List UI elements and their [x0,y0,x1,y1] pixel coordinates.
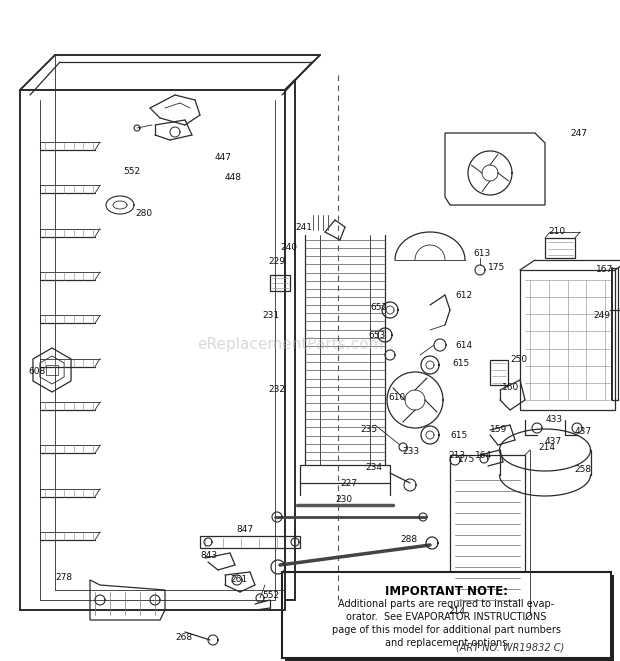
Text: 608: 608 [28,368,45,377]
Text: 615: 615 [450,430,467,440]
Text: 214: 214 [538,442,555,451]
Text: 160: 160 [502,383,520,393]
Text: orator.  See EVAPORATOR INSTRUCTIONS: orator. See EVAPORATOR INSTRUCTIONS [346,612,547,622]
Text: 210: 210 [548,227,565,237]
Text: 250: 250 [510,356,527,364]
Text: 847: 847 [236,525,253,535]
Text: 614: 614 [455,340,472,350]
Text: 230: 230 [335,496,352,504]
Text: 214: 214 [448,607,465,617]
Bar [46,365,58,375]
Text: 167: 167 [596,266,613,274]
Text: 247: 247 [570,128,587,137]
Text: 268: 268 [175,633,192,642]
Text: 653: 653 [368,330,385,340]
Text: 448: 448 [225,173,242,182]
Text: 433: 433 [546,416,563,424]
Text: 234: 234 [365,463,382,471]
Text: 843: 843 [200,551,217,559]
Text: 437: 437 [575,428,592,436]
Text: 175: 175 [458,455,476,465]
Text: 615: 615 [452,358,469,368]
Text: page of this model for additional part numbers: page of this model for additional part n… [332,625,561,635]
Bar [520,270,615,410]
Text: 233: 233 [402,447,419,457]
Text: 652: 652 [370,303,387,313]
Text: 437: 437 [545,438,562,446]
Bar [450,455,525,620]
Text: 447: 447 [215,153,232,163]
Text: 235: 235 [360,426,377,434]
Text: 261: 261 [230,576,247,584]
Text: 258: 258 [574,465,591,475]
Bar [285,575,614,661]
Text: 288: 288 [400,535,417,545]
Text: 552: 552 [123,167,140,176]
Bar [200,536,300,548]
Bar [545,238,575,258]
Text: 229: 229 [268,258,285,266]
Text: 280: 280 [135,208,152,217]
Text: 175: 175 [488,264,505,272]
Text: eReplacementParts.com: eReplacementParts.com [197,338,383,352]
Text: 552: 552 [262,590,279,600]
Text: (ART NO. WR19832 C): (ART NO. WR19832 C) [456,643,564,653]
Text: 164: 164 [475,451,492,459]
Text: 232: 232 [268,385,285,395]
Bar [282,572,611,658]
Text: 213: 213 [448,451,465,461]
Text: 159: 159 [490,426,507,434]
Text: 278: 278 [55,574,72,582]
Text: 610: 610 [388,393,405,403]
Text: 613: 613 [473,249,490,258]
Text: 240: 240 [280,243,297,253]
Text: and replacement options: and replacement options [385,638,508,648]
Text: 241: 241 [295,223,312,233]
Bar [300,465,390,483]
Text: 612: 612 [455,290,472,299]
Text: Additional parts are required to install evap-: Additional parts are required to install… [339,599,554,609]
Text: 249: 249 [593,311,610,321]
Bar [490,360,508,385]
Text: 227: 227 [340,479,357,488]
Text: IMPORTANT NOTE:: IMPORTANT NOTE: [385,585,508,598]
Text: 231: 231 [262,311,279,319]
Bar [270,275,290,291]
